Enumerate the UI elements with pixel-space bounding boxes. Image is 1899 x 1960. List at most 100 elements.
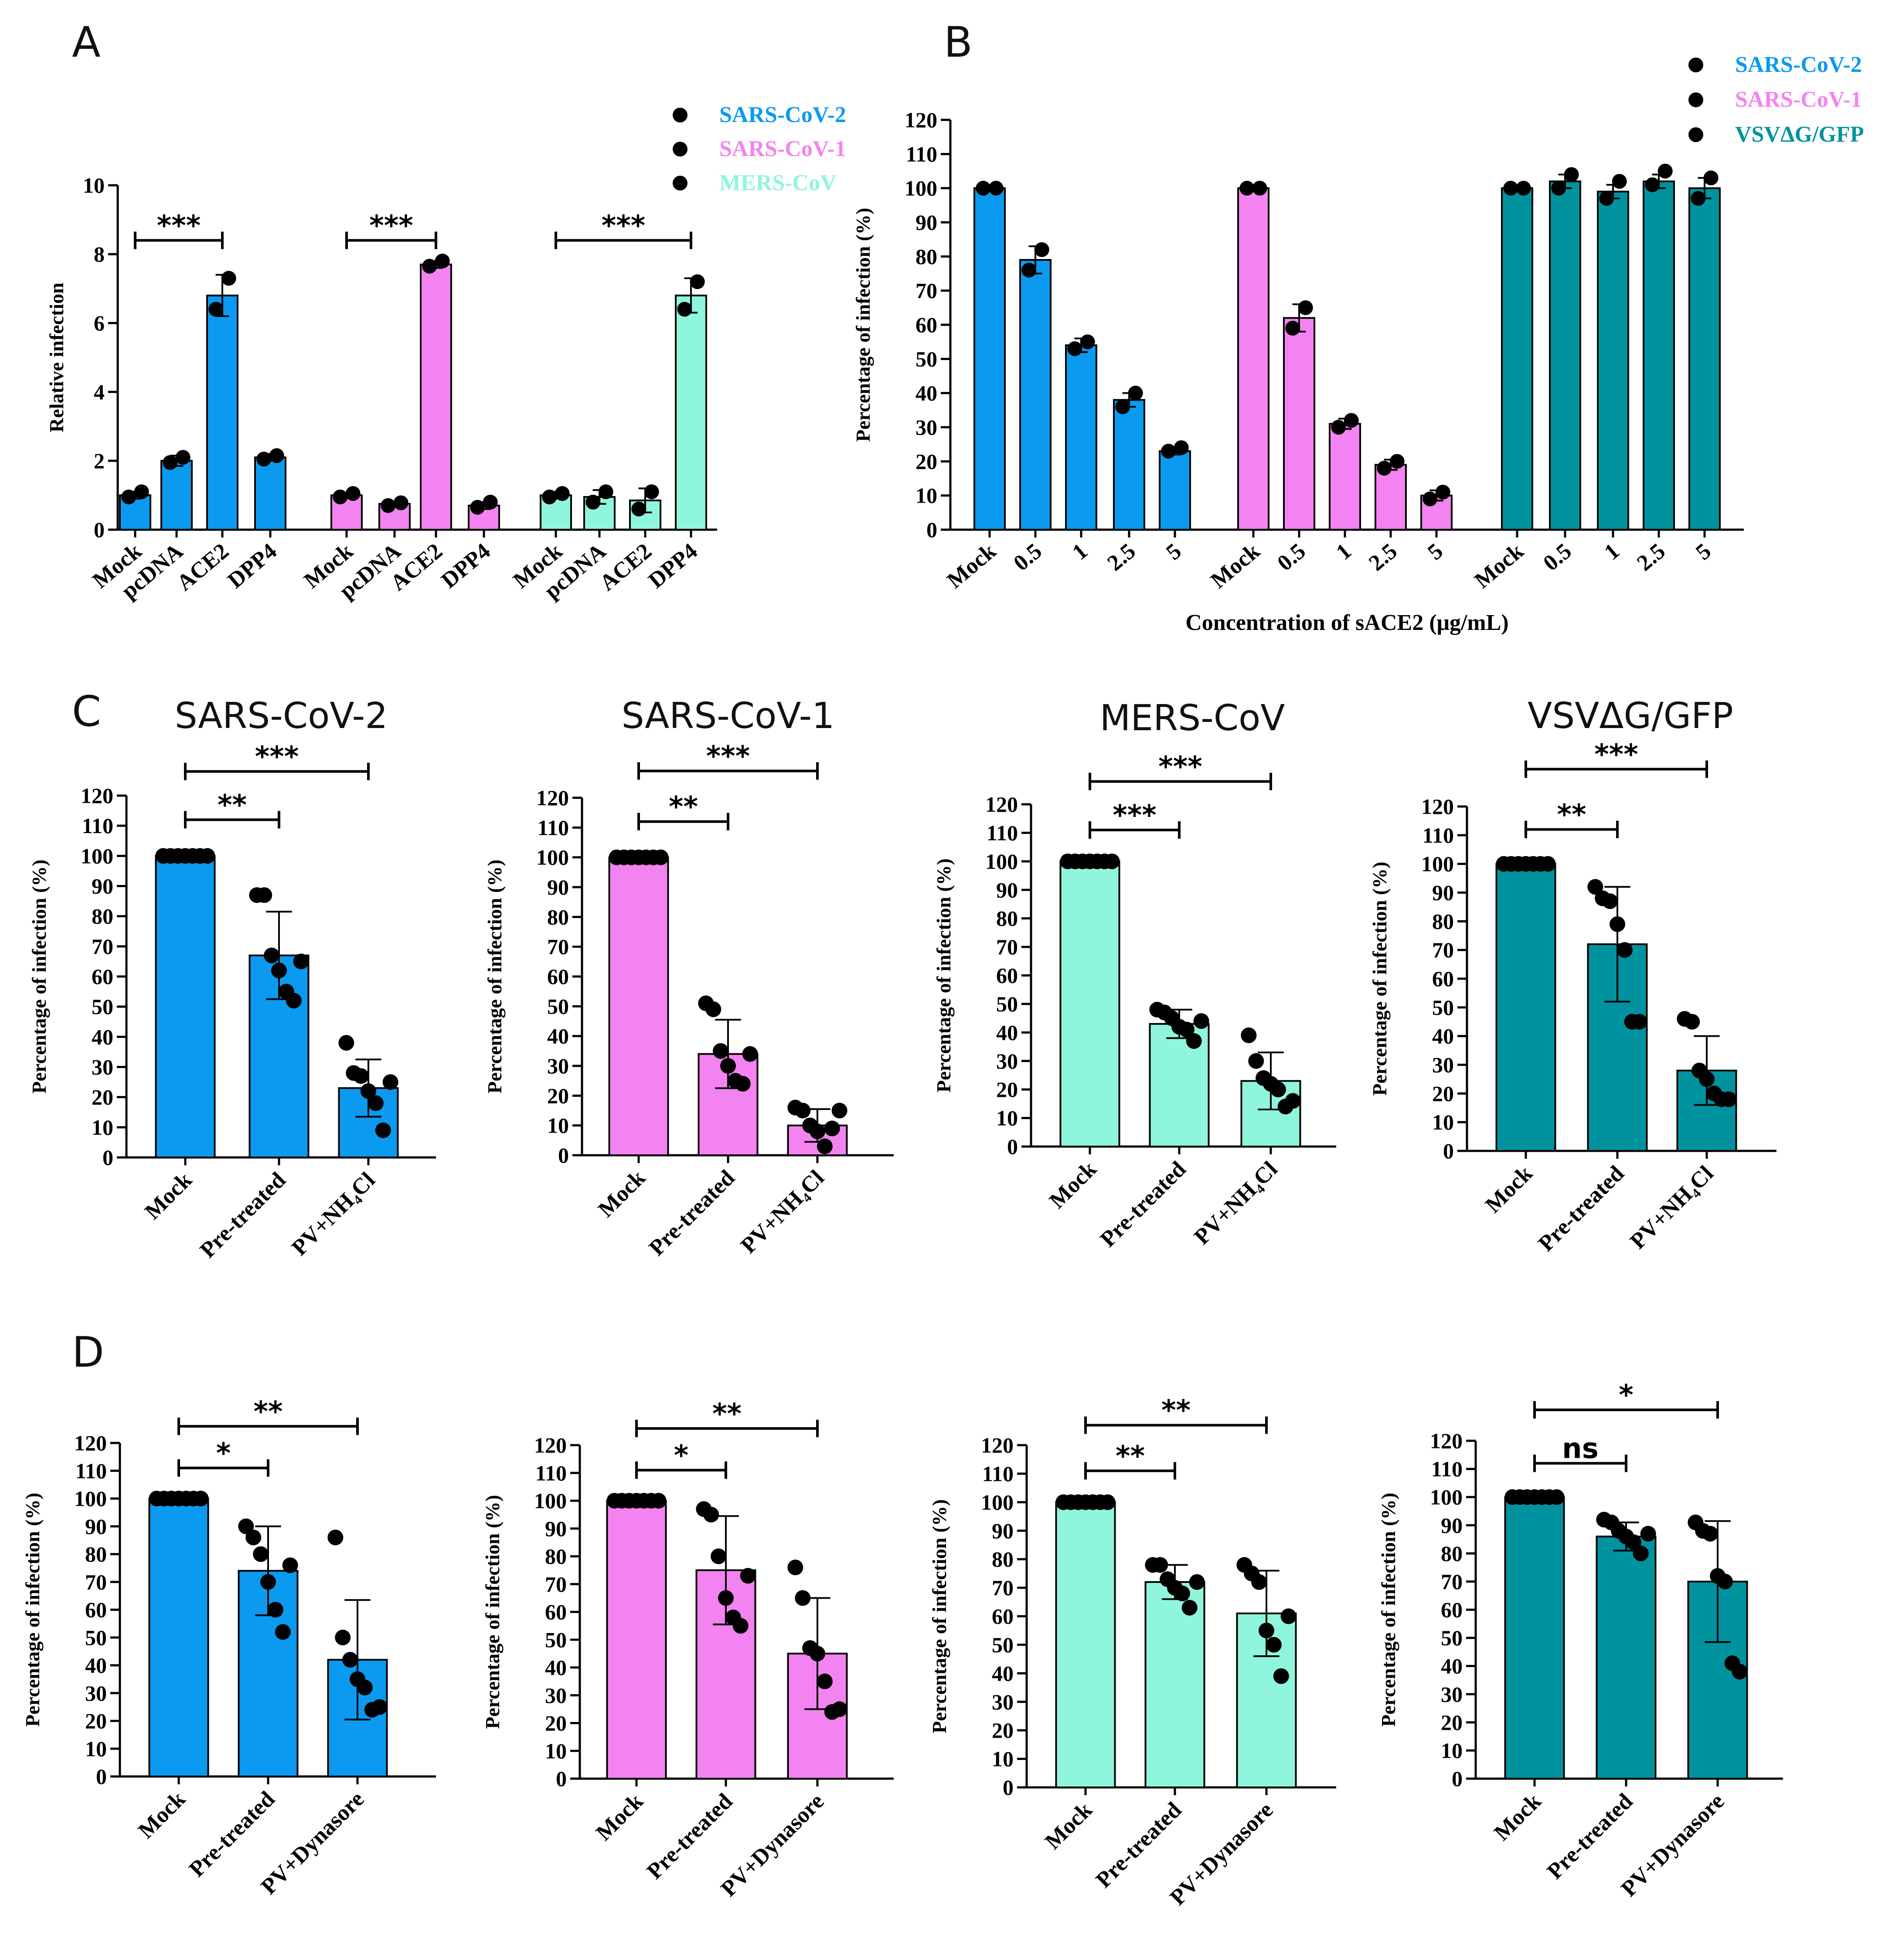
data-point [1331, 420, 1346, 435]
category-label: Mock [1470, 538, 1528, 593]
data-point [713, 1043, 729, 1059]
y-tick-label: 100 [536, 845, 569, 870]
data-point [1080, 334, 1095, 350]
category-label: 0.5 [1009, 539, 1046, 576]
category-label: ACE2 [172, 539, 234, 596]
data-point [1703, 170, 1719, 186]
data-point [1599, 191, 1614, 206]
y-tick-label: 80 [915, 244, 937, 269]
data-point [333, 489, 348, 504]
data-point [1389, 454, 1405, 469]
bar [119, 494, 151, 531]
bar [1495, 863, 1556, 1152]
legend-marker [1688, 58, 1703, 72]
data-point [1540, 856, 1556, 872]
data-point [1248, 1053, 1264, 1069]
chart-title: VSVΔG/GFP [1528, 695, 1733, 737]
data-point [1612, 174, 1627, 189]
category-label: Pre-treated [1542, 1789, 1638, 1884]
y-tick-label: 120 [534, 1433, 567, 1457]
y-tick-label: 80 [996, 906, 1018, 931]
data-point [1285, 1093, 1301, 1109]
category-label: 1 [1068, 539, 1092, 565]
y-tick-label: 40 [1441, 1654, 1463, 1678]
y-tick-label: 70 [85, 1570, 107, 1594]
y-tick-label: 50 [915, 347, 937, 371]
data-point [245, 1529, 262, 1545]
category-label: PV+NH₄Cl [287, 1167, 380, 1260]
y-tick-label: 80 [547, 905, 569, 929]
category-label: Mock [1206, 538, 1265, 593]
data-point [134, 484, 149, 500]
y-tick-label: 70 [547, 935, 569, 959]
significance-label: *** [157, 210, 201, 242]
y-tick-label: 120 [81, 783, 113, 808]
y-tick-label: 0 [102, 1145, 113, 1170]
y-tick-label: 120 [536, 786, 569, 810]
data-point [1181, 1599, 1198, 1616]
data-point [1717, 1573, 1733, 1589]
bar [1237, 187, 1269, 531]
data-point [1587, 879, 1603, 895]
data-point [1657, 163, 1673, 179]
category-label: Mock [1045, 1157, 1101, 1213]
y-tick-label: 80 [85, 1542, 107, 1566]
data-point [1551, 180, 1566, 196]
y-tick-label: 90 [915, 210, 937, 235]
data-point [368, 1095, 384, 1111]
y-tick-label: 60 [915, 313, 937, 337]
data-point [327, 1529, 344, 1545]
data-point [1034, 242, 1049, 257]
y-tick-label: 20 [915, 449, 937, 473]
y-tick-label: 70 [915, 279, 937, 303]
category-label: Pre-treated [1091, 1797, 1187, 1893]
y-axis-label: Percentage of infection (%) [852, 208, 874, 442]
significance-label: *** [706, 741, 750, 773]
data-point [1174, 1586, 1190, 1602]
data-point [175, 450, 191, 465]
y-tick-label: 30 [992, 1690, 1014, 1714]
data-point [345, 486, 361, 501]
category-label: 2.5 [1632, 539, 1670, 576]
data-point [1640, 1526, 1656, 1542]
data-point [1631, 1014, 1647, 1030]
significance-label: ** [254, 1396, 283, 1428]
data-point [831, 1701, 847, 1717]
chart-d2: 0 10 20 30 40 50 60 70 80 90 100 110 120 Percentage o… [481, 1398, 894, 1902]
data-point [555, 486, 570, 501]
chart-d1: 0 10 20 30 40 50 60 70 80 90 100 110 120 Percentage o… [21, 1396, 436, 1899]
y-tick-label: 120 [1421, 794, 1454, 819]
y-tick-label: 30 [996, 1049, 1018, 1073]
y-tick-label: 20 [545, 1711, 567, 1735]
bar [1240, 1080, 1301, 1148]
legend-marker [1688, 92, 1703, 107]
data-point [1691, 191, 1706, 206]
y-tick-label: 50 [85, 1625, 107, 1650]
y-tick-label: 40 [915, 381, 937, 405]
category-label: Pre-treated [1534, 1161, 1629, 1256]
y-tick-label: 90 [85, 1514, 107, 1538]
y-tick-label: 40 [992, 1661, 1014, 1685]
category-label: Mock [943, 538, 1001, 593]
bar [1596, 1535, 1657, 1780]
y-tick-label: 120 [981, 1433, 1014, 1457]
data-point [275, 1624, 291, 1640]
data-point [1610, 916, 1625, 932]
y-tick-label: 70 [992, 1575, 1014, 1600]
y-axis-label: Percentage of infection (%) [28, 860, 50, 1094]
data-point [221, 271, 236, 286]
legend-label: MERS-CoV [719, 170, 837, 195]
y-tick-label: 90 [1432, 881, 1454, 905]
data-point [1344, 413, 1359, 428]
category-label: 5 [1161, 539, 1186, 565]
y-tick-label: 10 [85, 1736, 107, 1761]
bar [1375, 464, 1407, 531]
category-label: Mock [1489, 1789, 1546, 1845]
y-tick-label: 100 [981, 1490, 1014, 1514]
data-point [690, 274, 705, 289]
bar [254, 456, 286, 531]
category-label: Pre-treated [644, 1165, 740, 1261]
data-point [282, 1557, 298, 1573]
data-point [1128, 385, 1143, 401]
category-label: PV+NH₄Cl [736, 1165, 829, 1258]
